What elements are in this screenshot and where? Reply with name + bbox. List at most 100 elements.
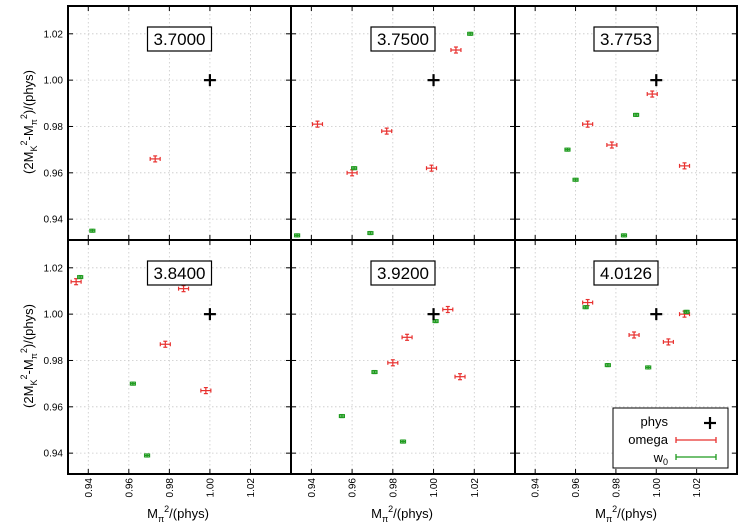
panel-5-title-box <box>370 260 436 286</box>
panel-3-w0-point-0 <box>564 147 571 152</box>
panel-2-w0-point-1 <box>351 166 358 171</box>
grid-lines <box>68 6 737 474</box>
legend-box <box>612 407 729 469</box>
panel-titles: 3.7000 3.7500 3.7753 3.8400 3.9200 4.0126 <box>146 26 659 286</box>
panel-1-title: 3.7000 <box>154 30 206 49</box>
panel-6-xtick-label-1: 0.96 <box>571 478 582 498</box>
panel-6-omega-point-1 <box>628 331 640 339</box>
panel-3-title-box <box>593 26 659 52</box>
panel-3-omega-point-2 <box>646 90 658 98</box>
panel-6-phys-point-0 <box>650 308 663 321</box>
panel-1-ytick-label-4: 1.02 <box>44 29 64 40</box>
panel-2-title: 3.7500 <box>377 30 429 49</box>
panel-5-xtick-label-0: 0.94 <box>307 478 318 498</box>
panel-4-w0-point-0 <box>77 274 84 280</box>
panel-4-w0-point-2 <box>143 453 151 458</box>
panel-1-ytick-label-3: 1.00 <box>44 76 64 87</box>
panel-5-xtick-label-4: 1.02 <box>470 478 481 498</box>
panel-4-ytick-label-2: 0.98 <box>44 356 64 367</box>
panel-6-w0-point-0 <box>582 305 589 310</box>
y-axis-label-top: (2MK2-Mπ2)/(phys) <box>19 70 39 174</box>
y-axis-label-bottom: (2MK2-Mπ2)/(phys) <box>19 304 39 408</box>
panel-2-phys-point-0 <box>427 74 440 87</box>
panel-5-w0-point-0 <box>338 413 346 419</box>
panel-6-frame <box>514 239 738 475</box>
panel-4-w0-point-1 <box>129 381 136 386</box>
panel-4-xtick-label-3: 1.00 <box>205 478 216 498</box>
panel-4-omega-point-1 <box>159 340 171 348</box>
panel-4-phys-point-0 <box>203 308 216 321</box>
panel-1-w0-point-0 <box>89 228 96 233</box>
panel-5-title: 3.9200 <box>377 264 429 283</box>
data-points <box>70 31 691 458</box>
panel-5-w0-point-3 <box>432 318 439 324</box>
panel-2-omega-point-1 <box>346 169 358 177</box>
panel-4-ytick-label-1: 0.96 <box>44 402 64 413</box>
panel-6-xtick-label-0: 0.94 <box>531 478 542 498</box>
panel-2-w0-point-0 <box>294 233 301 238</box>
panel-2-w0-point-3 <box>467 31 474 36</box>
panel-3-omega-point-3 <box>678 162 691 170</box>
panel-2-omega-point-3 <box>425 164 438 172</box>
legend-marker-omega <box>675 437 717 443</box>
panel-3-w0-point-3 <box>632 112 640 117</box>
panel-3-omega-point-1 <box>606 141 618 149</box>
panel-4-omega-point-2 <box>177 285 190 293</box>
panel-5-omega-point-1 <box>401 333 413 341</box>
panel-1-ytick-label-1: 0.96 <box>44 168 64 179</box>
panel-5-w0-point-2 <box>399 439 407 444</box>
axis-ticks: 0.94 0.96 0.98 1.00 1.02 0.94 0.96 0.98 1.00 1.02… <box>44 6 737 497</box>
panel-5-omega-point-2 <box>442 305 454 314</box>
panel-3-phys-point-0 <box>650 74 663 87</box>
panel-5-phys-point-0 <box>427 308 440 321</box>
panel-4-omega-point-3 <box>200 386 212 395</box>
panel-3-title: 3.7753 <box>600 30 652 49</box>
panel-5-w0-point-1 <box>371 369 378 375</box>
panel-4-ytick-label-3: 1.00 <box>44 310 64 321</box>
panel-3-omega-point-0 <box>582 120 594 128</box>
panel-4-omega-point-0 <box>70 278 82 286</box>
legend-label-phys: phys <box>641 414 669 429</box>
panel-5-omega-point-3 <box>454 373 466 381</box>
panel-5-omega-point-0 <box>387 359 399 367</box>
panel-5-xtick-label-1: 0.96 <box>348 478 359 498</box>
panel-5-xtick-label-2: 0.98 <box>388 478 399 498</box>
panel-1-omega-point-0 <box>149 155 161 163</box>
panel-1-ytick-label-2: 0.98 <box>44 122 64 133</box>
panel-4-xtick-label-2: 0.98 <box>165 478 176 498</box>
panel-6-w0-point-3 <box>683 309 690 314</box>
panel-6-title: 4.0126 <box>600 264 652 283</box>
panel-4-xtick-label-1: 0.96 <box>124 478 135 498</box>
x-axis-label-2: Mπ2/(phys) <box>371 504 433 523</box>
panel-2-omega-point-0 <box>311 120 324 128</box>
panel-6-w0-point-2 <box>645 365 652 370</box>
legend-marker-w0 <box>675 454 717 460</box>
panel-6-xtick-label-2: 0.98 <box>611 478 622 498</box>
panel-2-omega-point-2 <box>381 127 393 135</box>
panel-4-ytick-label-4: 1.02 <box>44 263 64 274</box>
panel-6-omega-point-0 <box>582 298 594 307</box>
panel-6-xtick-label-3: 1.00 <box>652 478 663 498</box>
panel-4-title-box <box>146 260 213 286</box>
panel-3-w0-point-2 <box>620 233 628 238</box>
panel-4-title: 3.8400 <box>154 264 206 283</box>
panel-4-xtick-label-0: 0.94 <box>84 478 95 498</box>
panel-2-w0-point-2 <box>367 230 374 236</box>
panel-1-title-box <box>146 26 213 52</box>
panel-6-omega-point-2 <box>662 338 674 346</box>
x-axis-label-3: Mπ2/(phys) <box>595 504 657 523</box>
x-axis-label-1: Mπ2/(phys) <box>147 504 209 523</box>
panel-3-w0-point-1 <box>572 177 579 182</box>
panel-4-xtick-label-4: 1.02 <box>246 478 257 498</box>
panel-5-xtick-label-3: 1.00 <box>429 478 440 498</box>
panel-4-ytick-label-0: 0.94 <box>44 449 64 460</box>
legend-label-omega: omega <box>628 432 669 447</box>
legend: phys omega w0 <box>612 407 729 469</box>
panel-1-phys-point-0 <box>203 74 216 87</box>
panel-2-omega-point-4 <box>450 46 462 54</box>
panel-6-xtick-label-4: 1.02 <box>692 478 703 498</box>
legend-marker-phys <box>704 417 716 429</box>
panel-1-ytick-label-0: 0.94 <box>44 215 64 226</box>
panel-2-title-box <box>370 26 436 52</box>
